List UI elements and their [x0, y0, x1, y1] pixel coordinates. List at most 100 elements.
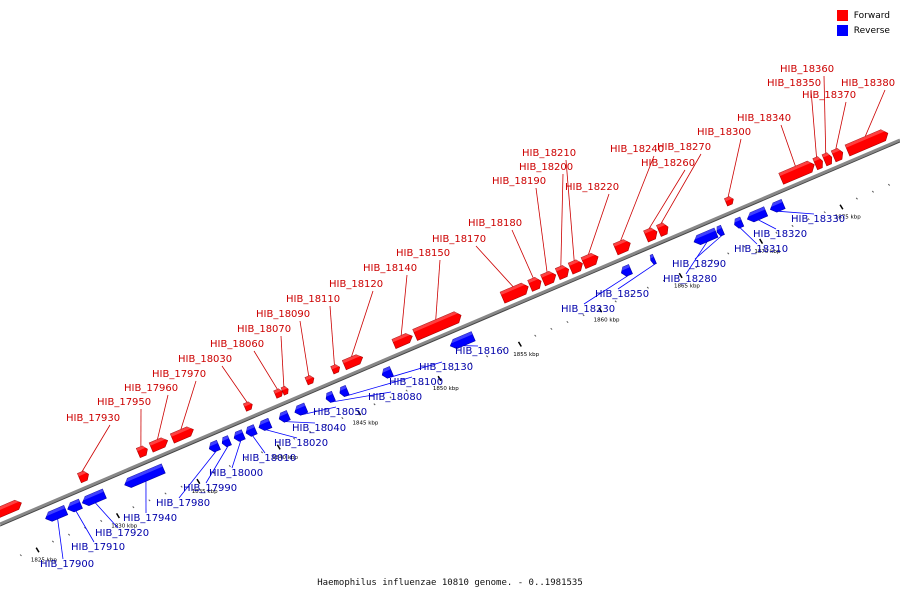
leader-line	[758, 219, 777, 230]
tick-label: 1875 kbp	[835, 215, 861, 221]
gene-label: HIB_18300	[697, 127, 751, 138]
minor-tick	[148, 499, 151, 502]
gene-label: HIB_18200	[519, 162, 573, 173]
gene-label: HIB_18230	[561, 304, 615, 315]
forward-gene	[304, 374, 315, 386]
forward-gene	[656, 221, 669, 237]
gene-label: HIB_18090	[256, 309, 310, 320]
minor-tick	[405, 389, 408, 392]
gene-label: HIB_18240	[610, 144, 664, 155]
gene-label: HIB_18340	[737, 113, 791, 124]
leader-line	[660, 153, 702, 224]
minor-tick	[244, 458, 247, 461]
forward-gene	[391, 331, 413, 349]
leader-line	[266, 429, 298, 439]
leader-line	[231, 440, 242, 469]
gene-label: HIB_18310	[734, 244, 788, 255]
gene-label: HIB_17960	[124, 383, 178, 394]
gene-label: HIB_18160	[455, 346, 509, 357]
minor-tick	[727, 252, 730, 255]
major-tick	[598, 307, 603, 313]
forward-gene	[540, 269, 557, 287]
leader-line	[780, 124, 796, 167]
gene-label: HIB_18130	[419, 362, 473, 373]
reverse-gene	[448, 331, 476, 349]
minor-tick	[807, 218, 810, 221]
reverse-gene	[692, 227, 719, 245]
minor-tick	[646, 286, 649, 289]
reverse-gene	[256, 417, 273, 431]
gene-label: HIB_18250	[595, 289, 649, 300]
leader-line	[823, 75, 827, 154]
minor-tick	[775, 231, 778, 234]
reverse-gene	[715, 224, 725, 237]
reverse-gene	[232, 429, 246, 442]
major-tick	[678, 272, 683, 279]
minor-tick	[534, 334, 537, 337]
minor-tick	[309, 430, 312, 433]
tick-label: 1840 kbp	[272, 455, 298, 461]
minor-tick	[823, 211, 826, 214]
gene-label: HIB_17990	[183, 483, 237, 494]
leader-line	[329, 305, 335, 366]
leader-line	[727, 138, 742, 198]
tick-label: 1870 kbp	[754, 249, 780, 255]
minor-tick	[373, 403, 376, 406]
legend: Forward Reverse	[836, 8, 890, 38]
tick-label: 1825 kbp	[31, 558, 57, 564]
genome-caption: Haemophilus influenzae 10810 genome. - 0…	[317, 578, 583, 588]
gene-label: HIB_18270	[657, 142, 711, 153]
forward-gene	[499, 281, 529, 304]
gene-label: HIB_18280	[663, 274, 717, 285]
labels-layer: HIB_17930 HIB_17950 HIB_17960 HIB_17970 HIB_…	[40, 64, 895, 570]
leader-line	[694, 235, 722, 260]
forward-gene	[412, 309, 462, 341]
gene-label: HIB_18150	[396, 248, 450, 259]
leader-line	[331, 391, 392, 403]
reverse-gene	[207, 439, 221, 453]
gene-label: HIB_18030	[178, 354, 232, 365]
leader-line	[285, 421, 316, 424]
minor-tick	[695, 266, 698, 269]
forward-gene	[242, 400, 253, 412]
leader-line	[739, 227, 758, 245]
major-tick	[759, 238, 764, 244]
ticks-layer: 1825 kbp 1830 kbp 1835 kbp 1840 kbp 1845 kbp…	[19, 183, 891, 564]
minor-tick	[855, 197, 858, 200]
minor-tick	[614, 300, 617, 303]
reverse-gene	[380, 366, 394, 379]
forward-gene	[554, 263, 570, 281]
reverse-gene	[745, 206, 769, 223]
forward-gene	[612, 237, 631, 256]
gene-label: HIB_18180	[468, 218, 522, 229]
minor-tick	[19, 554, 22, 557]
forward-swatch	[836, 10, 848, 21]
leader-line	[583, 275, 629, 305]
minor-tick	[743, 245, 746, 248]
minor-tick	[212, 471, 215, 474]
gene-label: HIB_18290	[672, 259, 726, 270]
gene-label: HIB_18330	[791, 214, 845, 225]
leader-line	[617, 263, 655, 290]
legend-label-reverse: Reverse	[853, 25, 890, 36]
reverse-gene	[292, 402, 309, 416]
gene-label: HIB_18370	[802, 90, 856, 101]
gene-label: HIB_18110	[286, 294, 340, 305]
leader-line	[299, 320, 310, 377]
reverse-gene	[768, 198, 786, 213]
forward-gene	[341, 352, 364, 371]
major-tick	[35, 547, 40, 553]
minor-tick	[100, 519, 103, 522]
forward-gene	[778, 159, 815, 185]
minor-tick	[630, 293, 633, 296]
forward-gene	[280, 385, 289, 396]
minor-tick	[325, 423, 328, 426]
gene-label: HIB_18120	[329, 279, 383, 290]
leader-line	[81, 424, 111, 472]
forward-gene	[821, 151, 833, 167]
leader-line	[280, 335, 285, 387]
forward-gene	[844, 127, 889, 157]
minor-tick	[582, 314, 585, 317]
genes-layer	[0, 127, 889, 522]
gene-label: HIB_17920	[95, 528, 149, 539]
